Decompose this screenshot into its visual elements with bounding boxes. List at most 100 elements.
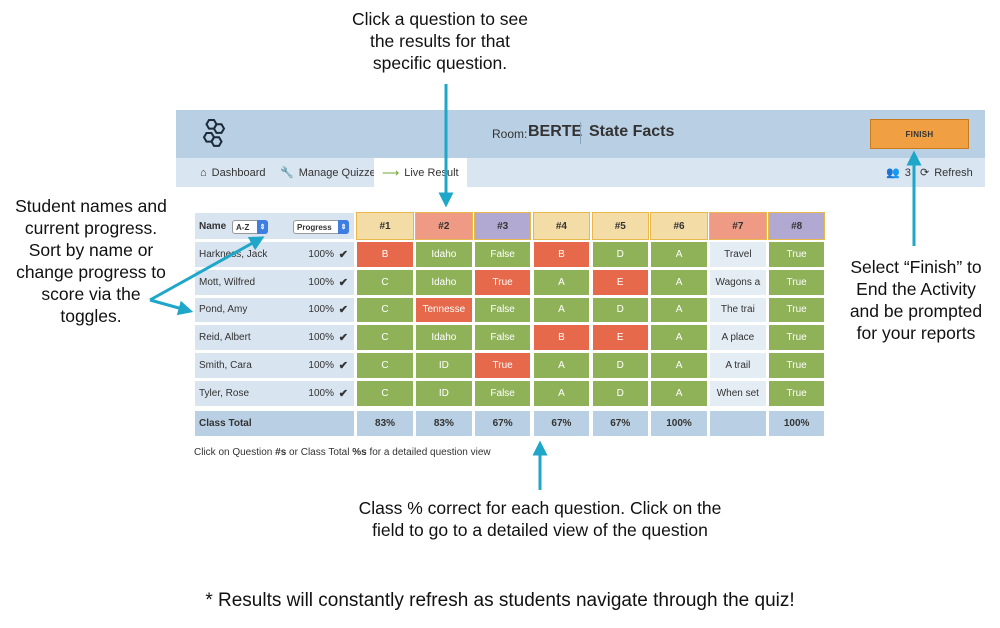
class-total-cell[interactable] bbox=[709, 409, 767, 437]
answer-cell[interactable]: D bbox=[591, 352, 649, 379]
answer-cell[interactable]: False bbox=[473, 296, 532, 324]
nav-manage-quizzes[interactable]: 🔧 Manage Quizzes bbox=[280, 158, 381, 187]
answer-cell[interactable]: A place bbox=[709, 324, 767, 352]
question-header-8[interactable]: #8 bbox=[767, 212, 826, 240]
answer-cell[interactable]: Idaho bbox=[415, 241, 473, 268]
annotation-finish: Select “Finish” to End the Activity and be… bbox=[849, 257, 983, 343]
answer-cell[interactable]: A bbox=[532, 268, 591, 296]
answer-cell[interactable]: False bbox=[473, 324, 532, 352]
answer-cell[interactable]: A bbox=[650, 296, 708, 324]
class-total-cell[interactable]: 67% bbox=[532, 409, 591, 437]
annotation-class-percent: Class % correct for each question. Click… bbox=[358, 498, 722, 540]
progress-select[interactable]: Progress ⇕ bbox=[293, 220, 349, 234]
answer-cell[interactable]: Idaho bbox=[415, 268, 473, 296]
answer-cell[interactable]: Travel bbox=[709, 241, 767, 268]
answer-cell[interactable]: False bbox=[473, 380, 532, 407]
class-total-cell[interactable]: 67% bbox=[591, 409, 649, 437]
checkmark-icon: ✔ bbox=[338, 387, 348, 400]
answer-cell[interactable]: True bbox=[473, 268, 532, 296]
users-icon: 👥 bbox=[886, 167, 900, 179]
answer-cell[interactable]: A bbox=[650, 380, 708, 407]
student-row-name[interactable]: Reid, Albert 100% ✔ bbox=[194, 324, 355, 352]
top-bar: Room: BERTE State Facts FINISH bbox=[176, 110, 985, 158]
class-total-cell[interactable]: 83% bbox=[415, 409, 473, 437]
class-total-cell[interactable]: 83% bbox=[356, 409, 414, 437]
student-row-name[interactable]: Pond, Amy 100% ✔ bbox=[194, 296, 355, 324]
answer-cell[interactable]: C bbox=[356, 296, 414, 324]
checkmark-icon: ✔ bbox=[338, 304, 348, 317]
question-header-7[interactable]: #7 bbox=[709, 212, 767, 240]
answer-cell[interactable]: A bbox=[532, 380, 591, 407]
answer-cell[interactable]: C bbox=[356, 380, 414, 407]
checkmark-icon: ✔ bbox=[338, 276, 348, 289]
annotation-student-names: Student names and current progress. Sort b… bbox=[15, 196, 167, 326]
nav-live-results[interactable]: ⟶ Live Result bbox=[374, 158, 467, 187]
student-row-name[interactable]: Mott, Wilfred 100% ✔ bbox=[194, 268, 355, 296]
answer-cell[interactable]: E bbox=[591, 268, 649, 296]
answer-cell[interactable]: C bbox=[356, 352, 414, 379]
answer-cell[interactable]: A bbox=[650, 268, 708, 296]
answer-cell[interactable]: True bbox=[767, 268, 826, 296]
chevron-updown-icon: ⇕ bbox=[338, 220, 349, 234]
class-total-cell[interactable]: 67% bbox=[473, 409, 532, 437]
answer-cell[interactable]: True bbox=[767, 296, 826, 324]
name-header: Name A-Z ⇕ Progress ⇕ bbox=[194, 212, 355, 240]
answer-cell[interactable]: A bbox=[650, 352, 708, 379]
room-code: BERTE bbox=[528, 123, 583, 140]
answer-cell[interactable]: True bbox=[767, 380, 826, 407]
question-header-6[interactable]: #6 bbox=[650, 212, 708, 240]
answer-cell[interactable]: The trai bbox=[709, 296, 767, 324]
hexagon-cluster-icon[interactable] bbox=[198, 117, 230, 154]
quiz-name: State Facts bbox=[589, 123, 675, 140]
answer-cell[interactable]: D bbox=[591, 380, 649, 407]
class-total-cell[interactable]: 100% bbox=[767, 409, 826, 437]
sort-select[interactable]: A-Z ⇕ bbox=[232, 220, 268, 234]
wrench-icon: 🔧 bbox=[280, 167, 294, 179]
answer-cell[interactable]: Idaho bbox=[415, 324, 473, 352]
nav-bar: ⌂ Dashboard 🔧 Manage Quizzes ⟶ Live Resu… bbox=[176, 158, 985, 187]
answer-cell[interactable]: Wagons a bbox=[709, 268, 767, 296]
nav-dashboard-label: Dashboard bbox=[211, 166, 266, 179]
answer-cell[interactable]: True bbox=[767, 324, 826, 352]
answer-cell[interactable]: A bbox=[532, 352, 591, 379]
answer-cell[interactable]: When set bbox=[709, 380, 767, 407]
question-header-5[interactable]: #5 bbox=[591, 212, 649, 240]
student-row-name[interactable]: Tyler, Rose 100% ✔ bbox=[194, 380, 355, 407]
answer-cell[interactable]: C bbox=[356, 268, 414, 296]
finish-button[interactable]: FINISH bbox=[870, 119, 969, 149]
question-header-4[interactable]: #4 bbox=[532, 212, 591, 240]
student-name: Pond, Amy bbox=[199, 304, 248, 316]
refresh-button[interactable]: ⟳ Refresh bbox=[920, 158, 973, 187]
answer-cell[interactable]: B bbox=[532, 324, 591, 352]
nav-manage-quizzes-label: Manage Quizzes bbox=[298, 166, 382, 179]
answer-cell[interactable]: A trail bbox=[709, 352, 767, 379]
question-header-3[interactable]: #3 bbox=[473, 212, 532, 240]
answer-cell[interactable]: False bbox=[473, 241, 532, 268]
answer-cell[interactable]: A bbox=[532, 296, 591, 324]
answer-cell[interactable]: True bbox=[473, 352, 532, 379]
answer-cell[interactable]: True bbox=[767, 352, 826, 379]
answer-cell[interactable]: ID bbox=[415, 380, 473, 407]
answer-cell[interactable]: D bbox=[591, 296, 649, 324]
answer-cell[interactable]: E bbox=[591, 324, 649, 352]
answer-cell[interactable]: B bbox=[532, 241, 591, 268]
answer-cell[interactable]: A bbox=[650, 241, 708, 268]
student-row-name[interactable]: Smith, Cara 100% ✔ bbox=[194, 352, 355, 379]
chevron-updown-icon: ⇕ bbox=[257, 220, 268, 234]
answer-cell[interactable]: B bbox=[356, 241, 414, 268]
answer-cell[interactable]: True bbox=[767, 241, 826, 268]
student-row-name[interactable]: Harkness, Jack 100% ✔ bbox=[194, 241, 355, 268]
checkmark-icon: ✔ bbox=[338, 248, 348, 261]
question-header-2[interactable]: #2 bbox=[415, 212, 473, 240]
arrow-right-icon: ⟶ bbox=[382, 165, 400, 180]
answer-cell[interactable]: Tennesse bbox=[415, 296, 473, 324]
annotation-question-click: Click a question to see the results for t… bbox=[351, 9, 529, 73]
question-header-1[interactable]: #1 bbox=[356, 212, 414, 240]
answer-cell[interactable]: D bbox=[591, 241, 649, 268]
nav-dashboard[interactable]: ⌂ Dashboard bbox=[200, 158, 265, 187]
answer-cell[interactable]: C bbox=[356, 324, 414, 352]
student-progress: 100% bbox=[308, 276, 334, 288]
class-total-cell[interactable]: 100% bbox=[650, 409, 708, 437]
answer-cell[interactable]: ID bbox=[415, 352, 473, 379]
answer-cell[interactable]: A bbox=[650, 324, 708, 352]
